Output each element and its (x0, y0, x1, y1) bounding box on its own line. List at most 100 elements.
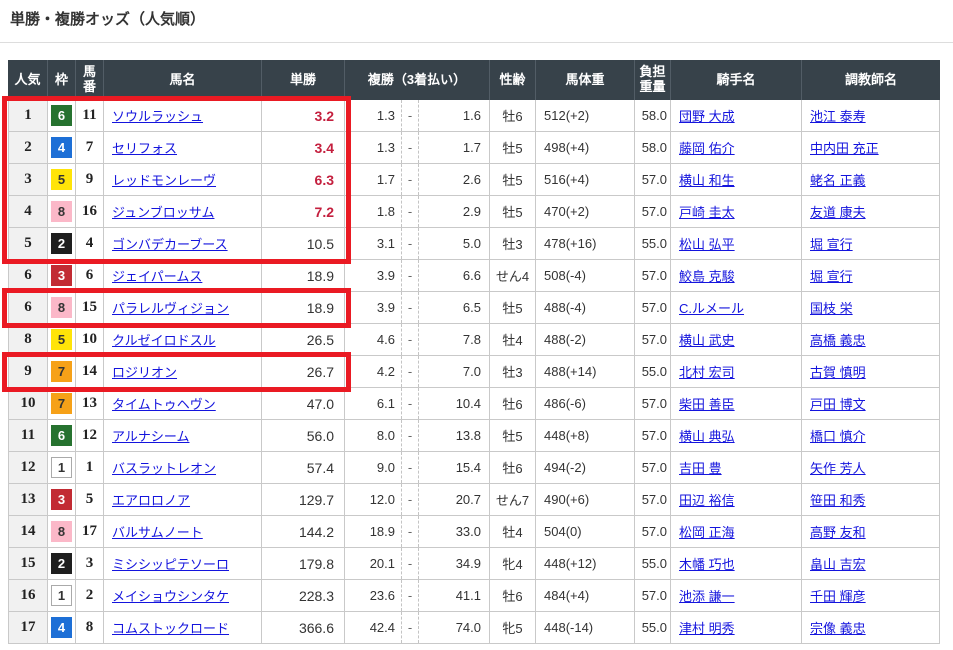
win-odds-cell: 18.9 (262, 260, 345, 292)
trainer-link[interactable]: 古賀 慎明 (810, 365, 866, 380)
place-odds-low: 20.1 (369, 556, 395, 571)
odds-row: 6 3 6 ジェイパームス 18.9 3.9- 6.6 せん4 508(-4) 57.0 鮫島 克駿… (8, 260, 940, 292)
jockey-link[interactable]: 横山 典弘 (679, 429, 735, 444)
odds-row: 4 8 16 ジュンブロッサム 7.2 1.8- 2.9 牡5 470(+2) 57.0 戸崎 圭太… (8, 196, 940, 228)
place-odds-high: 33.0 (455, 524, 481, 539)
trainer-link[interactable]: 宗像 義忠 (810, 621, 866, 636)
trainer-link[interactable]: 戸田 博文 (810, 397, 866, 412)
jockey-link[interactable]: 藤岡 佑介 (679, 141, 735, 156)
horse-name-link[interactable]: ミシシッピテソーロ (112, 557, 230, 572)
horse-name-link[interactable]: ジェイパームス (112, 269, 203, 284)
place-odds-separator: - (401, 580, 419, 611)
place-odds-cell: 1.8- 2.9 (345, 196, 490, 228)
jockey-link[interactable]: 田辺 裕信 (679, 493, 735, 508)
jockey-link[interactable]: 松岡 正海 (679, 525, 735, 540)
odds-row: 6 8 15 パラレルヴィジョン 18.9 3.9- 6.5 牡5 488(-4) 57.0 C.ル… (8, 292, 940, 324)
jockey-link[interactable]: 津村 明秀 (679, 621, 735, 636)
header-trainer: 調教師名 (844, 71, 897, 87)
bracket-cell: 8 (48, 292, 76, 324)
place-odds-high: 41.1 (455, 588, 481, 603)
horse-name-cell: バルサムノート (104, 516, 262, 548)
carried-weight-cell: 57.0 (635, 516, 671, 548)
sex-age-cell: 牡6 (490, 388, 536, 420)
bracket-badge: 4 (51, 137, 72, 158)
rank-cell: 5 (8, 228, 48, 260)
horse-name-link[interactable]: セリフォス (112, 141, 178, 156)
place-odds-cell: 20.1- 34.9 (345, 548, 490, 580)
jockey-link[interactable]: 吉田 豊 (679, 461, 722, 476)
trainer-cell: 高野 友和 (802, 516, 940, 548)
bracket-badge: 3 (51, 265, 72, 286)
jockey-link[interactable]: 柴田 善臣 (679, 397, 735, 412)
trainer-link[interactable]: 畠山 吉宏 (810, 557, 866, 572)
trainer-link[interactable]: 友道 康夫 (810, 205, 866, 220)
place-odds-separator: - (401, 324, 419, 355)
place-odds-high: 1.6 (462, 108, 481, 123)
horse-name-link[interactable]: パラレルヴィジョン (112, 301, 230, 316)
trainer-cell: 千田 輝彦 (802, 580, 940, 612)
trainer-cell: 橋口 慎介 (802, 420, 940, 452)
jockey-link[interactable]: 鮫島 克駿 (679, 269, 735, 284)
jockey-link[interactable]: 松山 弘平 (679, 237, 735, 252)
horse-name-link[interactable]: クルゼイロドスル (112, 333, 216, 348)
horse-name-link[interactable]: アルナシーム (112, 429, 190, 444)
sex-age-cell: 牡6 (490, 452, 536, 484)
trainer-link[interactable]: 笹田 和秀 (810, 493, 866, 508)
jockey-link[interactable]: 池添 謙一 (679, 589, 735, 604)
trainer-cell: 国枝 栄 (802, 292, 940, 324)
horse-number-cell: 8 (76, 612, 104, 644)
jockey-link[interactable]: 木幡 巧也 (679, 557, 735, 572)
bracket-cell: 2 (48, 548, 76, 580)
horse-name-link[interactable]: ソウルラッシュ (112, 109, 204, 124)
trainer-link[interactable]: 国枝 栄 (810, 301, 853, 316)
horse-name-link[interactable]: バスラットレオン (112, 461, 217, 476)
horse-name-link[interactable]: ロジリオン (112, 365, 178, 380)
odds-row: 12 1 1 バスラットレオン 57.4 9.0-15.4 牡6 494(-2) 57.0 吉田 … (8, 452, 940, 484)
trainer-link[interactable]: 高野 友和 (810, 525, 866, 540)
bracket-badge: 6 (51, 425, 72, 446)
bracket-badge: 3 (51, 489, 72, 510)
odds-table-body: 1 6 11 ソウルラッシュ 3.2 1.3-1.6 牡6 512(+2) 58.0 団野 大成池… (8, 100, 940, 644)
jockey-link[interactable]: 戸崎 圭太 (679, 205, 735, 220)
odds-row: 11 6 12 アルナシーム 56.0 8.0- 13.8 牡5 448(+8) 57.0 横山 典… (8, 420, 940, 452)
trainer-link[interactable]: 橋口 慎介 (810, 429, 866, 444)
trainer-link[interactable]: 池江 泰寿 (810, 109, 866, 124)
place-odds-low: 3.9 (376, 268, 395, 283)
place-odds-high: 10.4 (455, 396, 481, 411)
place-odds-low: 42.4 (369, 620, 395, 635)
odds-row: 16 1 2 メイショウシンタケ 228.3 23.6- 41.1 牡6 484(+4) 57.0… (8, 580, 940, 612)
jockey-link[interactable]: 横山 武史 (679, 333, 735, 348)
jockey-link[interactable]: 横山 和生 (679, 173, 735, 188)
trainer-link[interactable]: 蛯名 正義 (810, 173, 866, 188)
horse-name-link[interactable]: レッドモンレーヴ (112, 173, 217, 188)
horse-name-link[interactable]: コムストックロード (112, 621, 230, 636)
bracket-cell: 7 (48, 388, 76, 420)
horse-name-link[interactable]: タイムトゥヘヴン (112, 397, 216, 412)
trainer-link[interactable]: 千田 輝彦 (810, 589, 866, 604)
sex-age-cell: 牡5 (490, 164, 536, 196)
horse-name-link[interactable]: ジュンブロッサム (112, 205, 215, 220)
horse-name-link[interactable]: バルサムノート (112, 525, 203, 540)
odds-row: 17 4 8 コムストックロード 366.6 42.4- 74.0 牝5 448(-14) 55.… (8, 612, 940, 644)
trainer-link[interactable]: 中内田 充正 (810, 141, 879, 156)
horse-name-link[interactable]: エアロロノア (112, 493, 191, 508)
jockey-link[interactable]: C.ルメール (679, 301, 745, 316)
bracket-badge: 2 (51, 553, 72, 574)
jockey-link[interactable]: 団野 大成 (679, 109, 735, 124)
horse-name-cell: ジェイパームス (104, 260, 262, 292)
trainer-link[interactable]: 堀 宣行 (810, 269, 853, 284)
horse-name-link[interactable]: ゴンバデカーブース (112, 237, 228, 252)
horse-number-cell: 16 (76, 196, 104, 228)
trainer-link[interactable]: 矢作 芳人 (810, 461, 866, 476)
horse-name-link[interactable]: メイショウシンタケ (112, 589, 230, 604)
jockey-link[interactable]: 北村 宏司 (679, 365, 735, 380)
win-odds-cell: 57.4 (262, 452, 345, 484)
jockey-cell: 横山 和生 (671, 164, 802, 196)
header-horse-weight: 馬体重 (536, 60, 635, 100)
carried-weight-cell: 57.0 (635, 420, 671, 452)
odds-row: 15 2 3 ミシシッピテソーロ 179.8 20.1- 34.9 牝4 448(+12) 55.… (8, 548, 940, 580)
horse-weight-cell: 488(+14) (536, 356, 635, 388)
horse-number-cell: 12 (76, 420, 104, 452)
trainer-link[interactable]: 高橋 義忠 (810, 333, 866, 348)
trainer-link[interactable]: 堀 宣行 (810, 237, 853, 252)
